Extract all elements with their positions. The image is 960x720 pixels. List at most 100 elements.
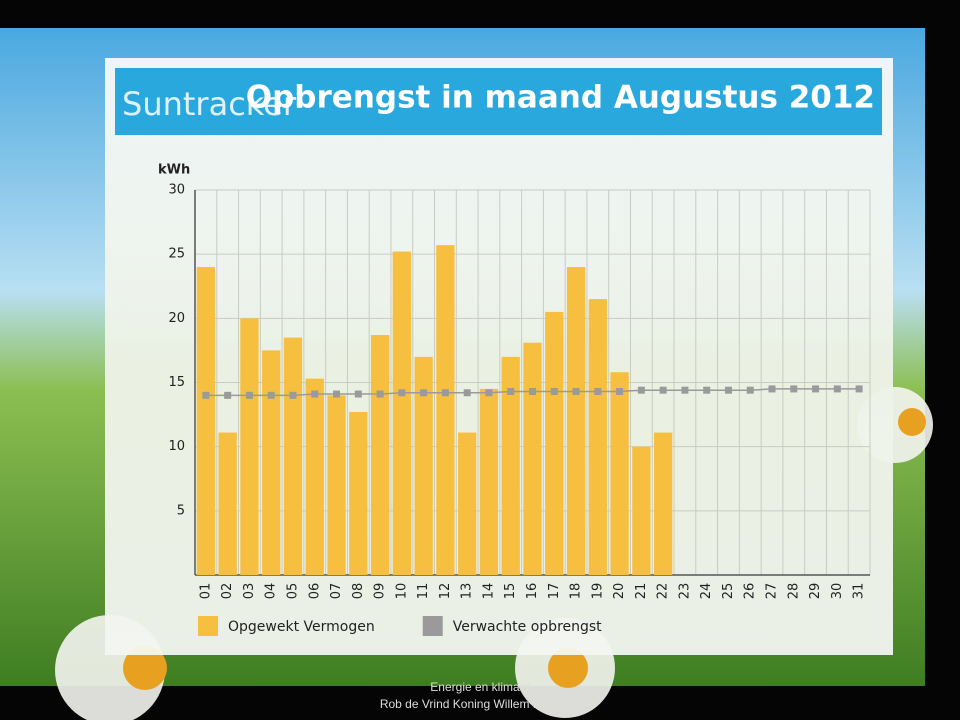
footer-line: Rob de Vrind Koning Willem I College	[380, 697, 581, 711]
line-marker	[746, 386, 754, 394]
bar	[566, 267, 586, 575]
x-tick-label: 06	[307, 583, 322, 600]
line-marker	[354, 390, 362, 398]
title-banner	[115, 68, 882, 135]
line-marker	[529, 387, 536, 395]
x-tick-label: 24	[699, 583, 714, 600]
x-tick-label: 01	[198, 583, 213, 600]
bar	[479, 388, 499, 575]
x-tick-label: 27	[765, 583, 780, 600]
y-tick-label: 30	[168, 183, 185, 198]
x-tick-label: 14	[481, 583, 496, 600]
x-tick-label: 09	[373, 583, 388, 600]
bar	[523, 342, 542, 575]
x-tick-label: 05	[285, 583, 300, 600]
x-tick-label: 29	[808, 583, 823, 600]
line-marker	[224, 391, 232, 399]
line-marker	[572, 387, 580, 395]
bar	[588, 299, 607, 575]
bar	[392, 251, 411, 575]
y-axis-label: kWh	[158, 163, 190, 178]
bar	[501, 356, 520, 575]
x-tick-label: 04	[264, 583, 279, 600]
bar	[545, 311, 564, 575]
line-marker	[441, 389, 449, 397]
line-marker	[703, 386, 711, 394]
bar	[436, 245, 455, 575]
line-marker	[855, 385, 863, 393]
x-tick-label: 25	[721, 583, 736, 600]
bar	[218, 432, 237, 575]
line-marker	[790, 385, 798, 393]
legend-label: Verwachte opbrengst	[453, 619, 602, 635]
x-tick-label: 16	[525, 583, 540, 600]
x-tick-label: 02	[220, 583, 235, 600]
x-tick-label: 03	[242, 583, 257, 600]
bar	[305, 378, 324, 575]
bar	[654, 432, 673, 575]
x-tick-label: 10	[394, 583, 409, 600]
line-marker	[768, 385, 776, 393]
line-marker	[202, 391, 210, 399]
legend-swatch	[198, 616, 218, 636]
line-marker	[267, 391, 275, 399]
flower-center	[898, 408, 926, 436]
line-marker	[724, 386, 732, 394]
line-marker	[681, 386, 689, 394]
line-marker	[463, 389, 471, 397]
line-marker	[616, 387, 624, 395]
bar	[327, 395, 346, 575]
line-marker	[485, 389, 493, 397]
legend-label: Opgewekt Vermogen	[228, 619, 375, 635]
line-marker	[333, 390, 341, 398]
bar	[262, 350, 281, 575]
x-tick-label: 12	[438, 583, 453, 600]
bar	[632, 446, 651, 575]
line-marker	[659, 386, 667, 394]
legend-swatch	[422, 616, 443, 636]
brand: Suntracker	[122, 85, 297, 123]
bar	[240, 318, 259, 575]
line-marker	[507, 387, 515, 395]
y-tick-label: 20	[168, 311, 185, 326]
x-tick-label: 23	[677, 583, 692, 600]
x-tick-label: 19	[590, 583, 605, 600]
x-tick-label: 26	[743, 583, 758, 600]
bar	[283, 337, 303, 575]
footer-line: Energie en klimaat	[430, 680, 530, 694]
line-marker	[289, 391, 297, 399]
line-marker	[245, 391, 253, 399]
x-tick-label: 22	[656, 583, 671, 600]
bar	[370, 335, 390, 575]
line-marker	[637, 386, 645, 394]
y-tick-label: 5	[177, 503, 185, 518]
line-marker	[833, 385, 841, 393]
line-marker	[376, 390, 384, 398]
flower-center	[548, 648, 588, 688]
line-marker	[550, 387, 558, 395]
line-marker	[420, 389, 428, 397]
flower-center	[123, 646, 167, 690]
y-tick-label: 25	[168, 247, 185, 262]
bar	[414, 356, 433, 575]
x-tick-label: 31	[852, 583, 867, 600]
x-tick-label: 11	[416, 583, 431, 600]
x-tick-label: 30	[830, 583, 845, 600]
x-tick-label: 18	[569, 583, 584, 600]
line-marker	[594, 387, 602, 395]
line-marker	[398, 389, 406, 397]
line-marker	[812, 385, 820, 393]
y-tick-label: 15	[168, 375, 185, 390]
x-tick-label: 13	[460, 583, 475, 600]
x-tick-label: 15	[503, 583, 518, 600]
line-marker	[311, 390, 319, 398]
y-tick-label: 10	[168, 439, 185, 454]
chart-title: Opbrengst in maand Augustus 2012	[246, 80, 875, 116]
bar	[610, 372, 629, 575]
bar	[458, 432, 477, 575]
bar	[196, 267, 216, 575]
x-tick-label: 28	[786, 583, 801, 600]
x-tick-label: 21	[634, 583, 649, 600]
